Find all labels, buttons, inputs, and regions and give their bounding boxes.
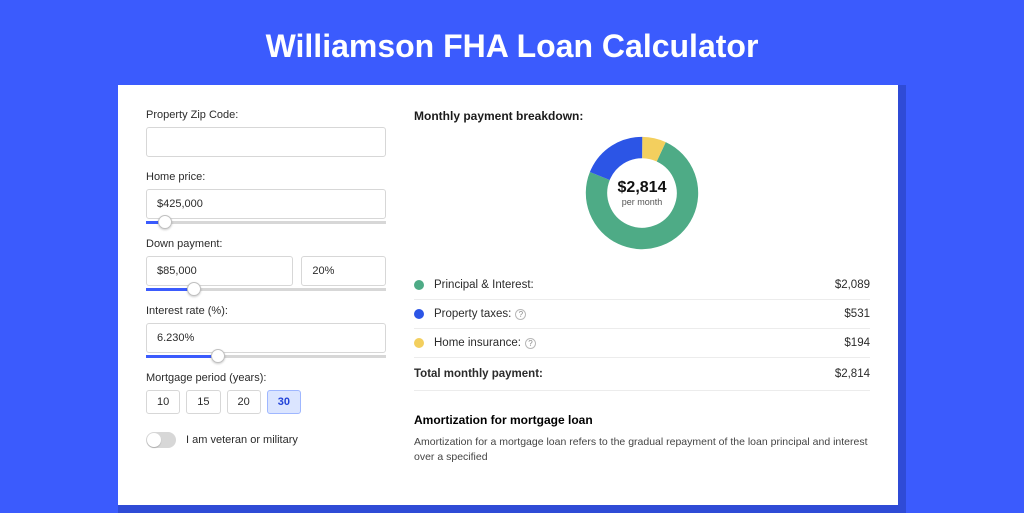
breakdown-list: Principal & Interest:$2,089Property taxe… xyxy=(414,271,870,357)
breakdown-heading: Monthly payment breakdown: xyxy=(414,109,870,123)
zip-group: Property Zip Code: xyxy=(146,109,386,157)
card-shadow: Property Zip Code: Home price: Down paym… xyxy=(118,85,906,513)
breakdown-value: $2,089 xyxy=(835,279,870,291)
breakdown-label: Property taxes: ? xyxy=(434,308,844,320)
total-row: Total monthly payment: $2,814 xyxy=(414,357,870,391)
calculator-card: Property Zip Code: Home price: Down paym… xyxy=(118,85,898,505)
interest-label: Interest rate (%): xyxy=(146,305,386,317)
donut-sub: per month xyxy=(622,197,663,207)
amortization-text: Amortization for a mortgage loan refers … xyxy=(414,435,870,464)
info-icon[interactable]: ? xyxy=(525,338,536,349)
home-price-label: Home price: xyxy=(146,171,386,183)
form-column: Property Zip Code: Home price: Down paym… xyxy=(146,109,386,481)
amortization-title: Amortization for mortgage loan xyxy=(414,413,870,427)
down-payment-group: Down payment: xyxy=(146,238,386,291)
zip-label: Property Zip Code: xyxy=(146,109,386,121)
home-price-slider[interactable] xyxy=(146,221,386,224)
interest-slider[interactable] xyxy=(146,355,386,358)
breakdown-label: Home insurance: ? xyxy=(434,337,844,349)
breakdown-row: Property taxes: ?$531 xyxy=(414,300,870,329)
veteran-toggle[interactable] xyxy=(146,432,176,448)
zip-input[interactable] xyxy=(146,127,386,157)
donut-wrap: $2,814 per month xyxy=(414,133,870,253)
home-price-group: Home price: xyxy=(146,171,386,224)
legend-dot xyxy=(414,338,424,348)
period-btn-30[interactable]: 30 xyxy=(267,390,301,414)
period-options: 1015 2030 xyxy=(146,390,386,414)
down-payment-slider[interactable] xyxy=(146,288,386,291)
period-btn-15[interactable]: 15 xyxy=(186,390,220,414)
breakdown-value: $194 xyxy=(844,337,870,349)
down-payment-pct-input[interactable] xyxy=(301,256,386,286)
interest-input[interactable] xyxy=(146,323,386,353)
donut-chart: $2,814 per month xyxy=(582,133,702,253)
breakdown-row: Principal & Interest:$2,089 xyxy=(414,271,870,300)
toggle-knob xyxy=(147,433,161,447)
period-btn-10[interactable]: 10 xyxy=(146,390,180,414)
down-payment-input[interactable] xyxy=(146,256,293,286)
period-btn-20[interactable]: 20 xyxy=(227,390,261,414)
period-label: Mortgage period (years): xyxy=(146,372,386,384)
breakdown-column: Monthly payment breakdown: $2,814 per mo… xyxy=(414,109,870,481)
amortization-section: Amortization for mortgage loan Amortizat… xyxy=(414,413,870,464)
breakdown-value: $531 xyxy=(844,308,870,320)
donut-amount: $2,814 xyxy=(618,179,667,197)
veteran-row: I am veteran or military xyxy=(146,432,386,448)
page-title: Williamson FHA Loan Calculator xyxy=(0,0,1024,85)
legend-dot xyxy=(414,280,424,290)
info-icon[interactable]: ? xyxy=(515,309,526,320)
total-value: $2,814 xyxy=(835,368,870,380)
breakdown-row: Home insurance: ?$194 xyxy=(414,329,870,357)
down-payment-label: Down payment: xyxy=(146,238,386,250)
donut-center: $2,814 per month xyxy=(582,133,702,253)
interest-group: Interest rate (%): xyxy=(146,305,386,358)
veteran-label: I am veteran or military xyxy=(186,434,298,446)
total-label: Total monthly payment: xyxy=(414,368,835,380)
home-price-input[interactable] xyxy=(146,189,386,219)
period-group: Mortgage period (years): 1015 2030 xyxy=(146,372,386,414)
legend-dot xyxy=(414,309,424,319)
breakdown-label: Principal & Interest: xyxy=(434,279,835,291)
